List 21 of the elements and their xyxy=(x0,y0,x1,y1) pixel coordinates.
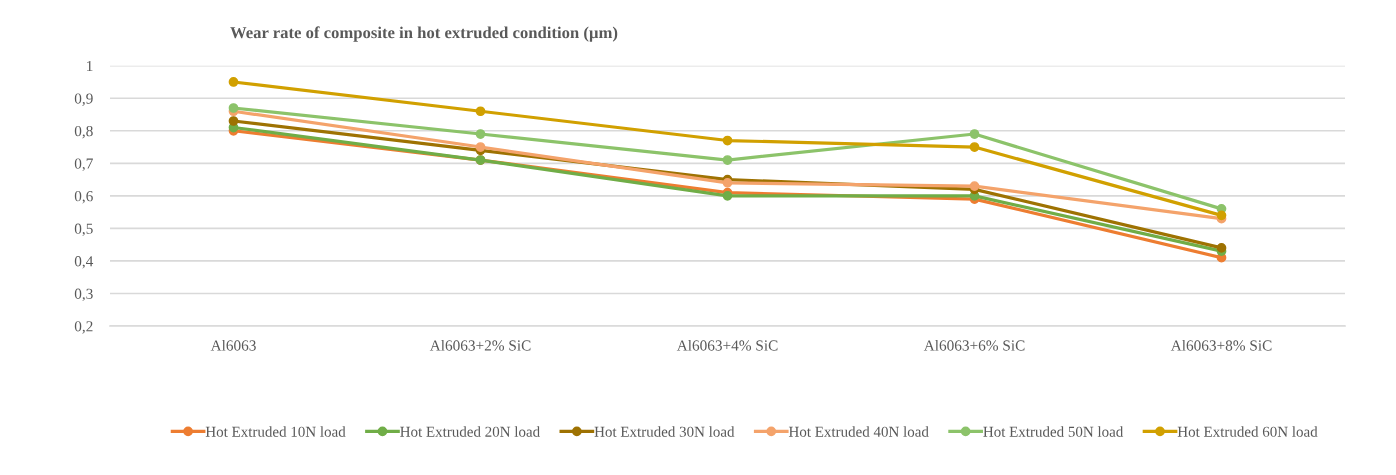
x-tick-label: Al6063+8% SiC xyxy=(1170,339,1272,351)
legend-label: Hot Extruded 60N load xyxy=(1177,426,1318,437)
y-tick-label: 0,2 xyxy=(74,321,93,334)
legend-label: Hot Extruded 40N load xyxy=(788,426,929,437)
legend-label: Hot Extruded 10N load xyxy=(205,426,346,437)
legend-label: Hot Extruded 20N load xyxy=(400,426,540,437)
y-tick-label: 0,7 xyxy=(74,158,93,171)
legend-label: Hot Extruded 30N load xyxy=(594,426,735,437)
legend-label: Hot Extruded 50N load xyxy=(983,426,1124,437)
y-tick-label: 0,3 xyxy=(74,288,93,302)
chart-title: Wear rate of composite in hot extruded condition (µm) xyxy=(230,26,618,42)
x-tick-label: Al6063+4% SiC xyxy=(676,339,778,351)
x-tick-label: Al6063+2% SiC xyxy=(429,339,531,351)
y-tick-label: 0,4 xyxy=(74,256,94,269)
x-tick-label: Al6063+6% SiC xyxy=(923,339,1025,351)
y-tick-label: 0,6 xyxy=(74,190,93,204)
y-tick-label: 1 xyxy=(87,60,93,71)
y-tick-label: 0,8 xyxy=(74,125,93,139)
x-tick-label: Al6063 xyxy=(210,339,256,351)
y-tick-label: 0,9 xyxy=(74,93,93,106)
y-tick-label: 0,5 xyxy=(74,223,93,237)
